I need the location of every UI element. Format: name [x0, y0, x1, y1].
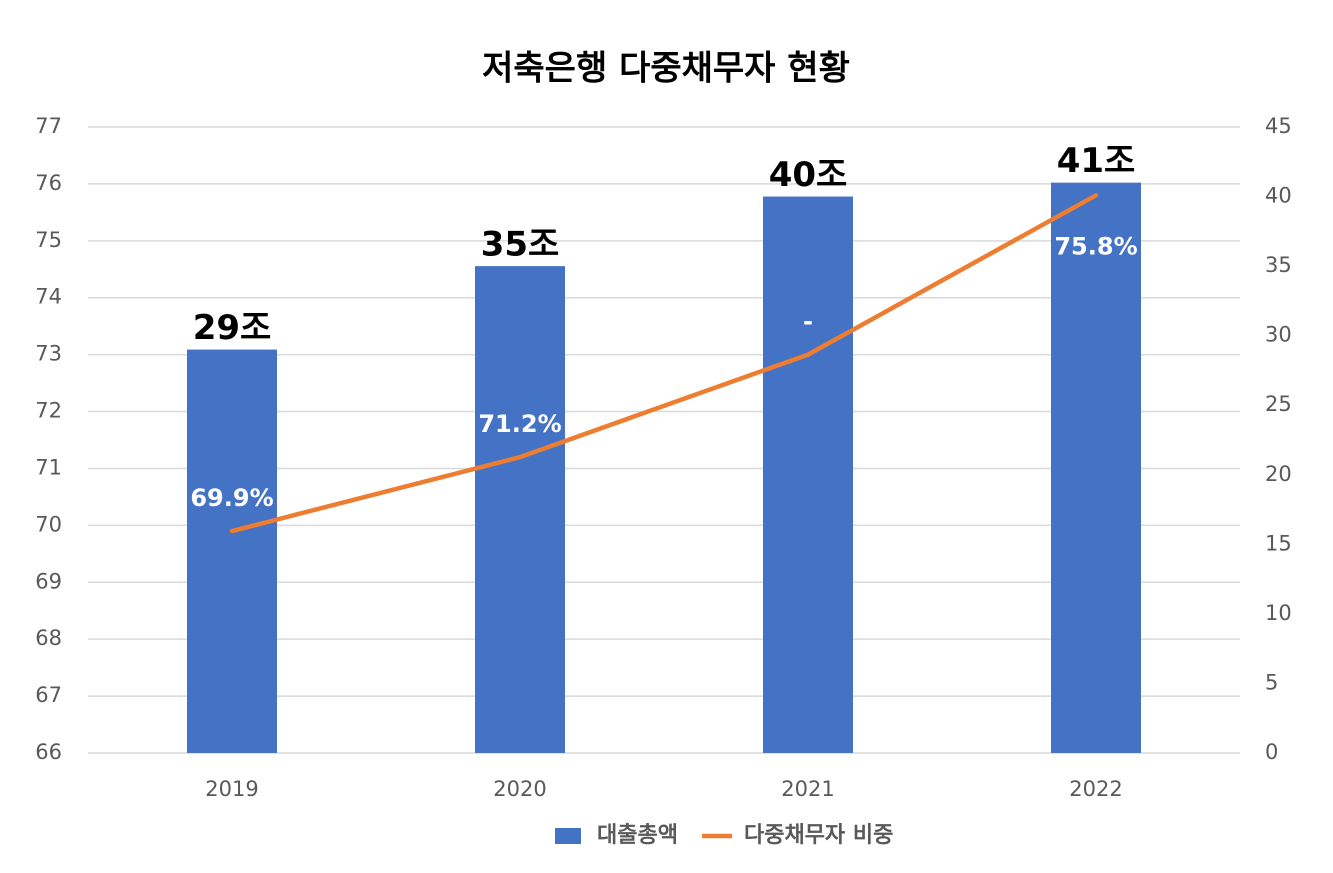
bar-value-label: 29조: [193, 308, 272, 348]
y-tick-label: 66: [35, 740, 62, 764]
bar-value-label: 35조: [481, 225, 560, 265]
x-tick-label: 2022: [1069, 777, 1122, 801]
y-tick-label: 70: [35, 512, 62, 536]
y2-tick-label: 5: [1265, 670, 1278, 694]
y-tick-label: 73: [35, 342, 62, 366]
legend-label: 다중채무자 비중: [744, 823, 893, 848]
line: [229, 193, 1099, 534]
legend-label: 대출총액: [597, 823, 678, 848]
x-tick-label: 2020: [493, 777, 546, 801]
line-value-label: -: [803, 308, 813, 336]
y2-tick-label: 45: [1265, 114, 1292, 138]
bar: [1051, 182, 1141, 754]
y2-tick-label: 10: [1265, 601, 1292, 625]
chart-title: 저축은행 다중채무자 현황: [482, 49, 850, 89]
y2-tick-label: 40: [1265, 184, 1292, 208]
y-tick-label: 75: [35, 228, 62, 252]
line-value-label: 69.9%: [190, 484, 273, 512]
y2-tick-label: 25: [1265, 392, 1292, 416]
y-tick-label: 68: [35, 626, 62, 650]
y2-tick-label: 20: [1265, 462, 1292, 486]
bar: [763, 196, 853, 754]
bar: [475, 266, 565, 753]
legend-swatch: [555, 828, 581, 844]
y-tick-label: 76: [35, 171, 62, 195]
y-tick-label: 72: [35, 399, 62, 423]
y2-tick-label: 35: [1265, 253, 1292, 277]
bar: [187, 349, 277, 753]
y-tick-label: 71: [35, 455, 62, 479]
y2-tick-label: 30: [1265, 323, 1292, 347]
y-tick-label: 77: [35, 114, 62, 138]
line-value-label: 75.8%: [1054, 232, 1137, 260]
y2-tick-label: 15: [1265, 531, 1292, 555]
bar-value-label: 41조: [1057, 141, 1136, 181]
y-tick-label: 74: [35, 285, 62, 309]
y2-tick-label: 0: [1265, 740, 1278, 764]
y-tick-label: 67: [35, 683, 62, 707]
bar-value-label: 40조: [769, 155, 848, 195]
y-tick-label: 69: [35, 569, 62, 593]
x-tick-label: 2021: [781, 777, 834, 801]
line-value-label: 71.2%: [478, 410, 561, 438]
x-tick-label: 2019: [205, 777, 258, 801]
